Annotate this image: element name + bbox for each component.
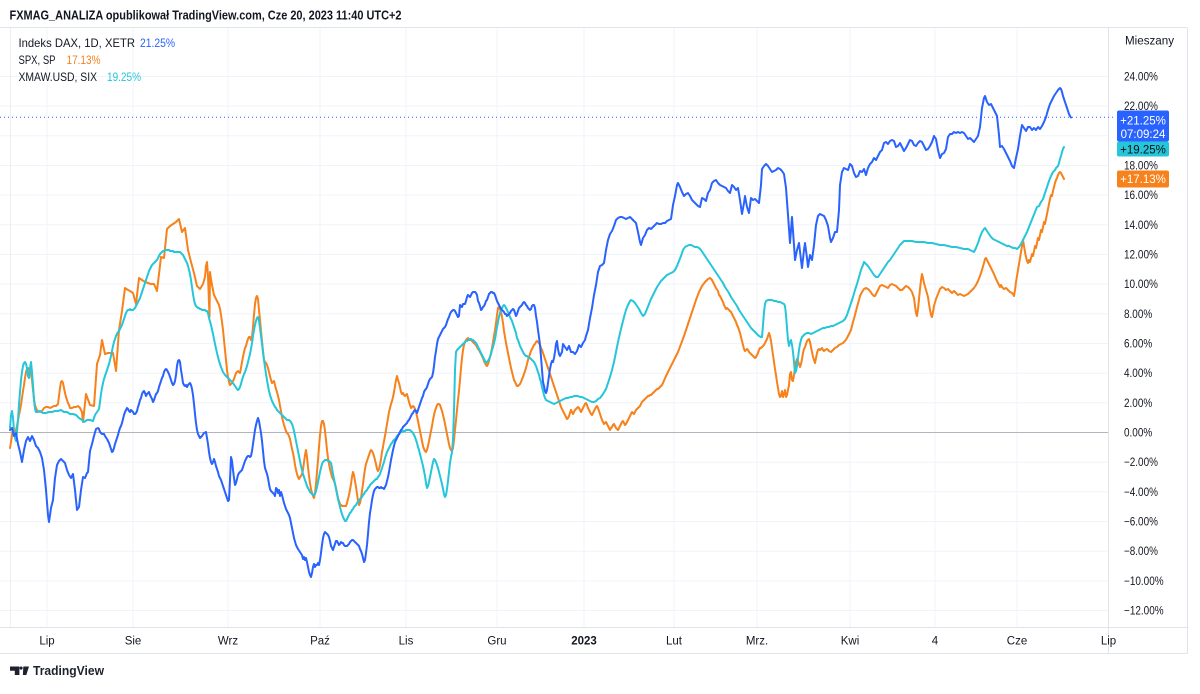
- svg-text:SPX, SP: SPX, SP: [19, 53, 56, 67]
- svg-text:−6.00%: −6.00%: [1124, 517, 1158, 529]
- svg-text:17.13%: 17.13%: [67, 53, 101, 67]
- svg-text:0.00%: 0.00%: [1124, 428, 1152, 440]
- svg-text:12.00%: 12.00%: [1124, 250, 1158, 262]
- svg-text:Mieszany: Mieszany: [1125, 36, 1174, 48]
- svg-text:+21.25%: +21.25%: [1120, 116, 1166, 128]
- svg-text:Indeks DAX, 1D, XETR: Indeks DAX, 1D, XETR: [19, 36, 136, 50]
- svg-text:Mrz.: Mrz.: [746, 636, 768, 648]
- svg-text:Kwi: Kwi: [841, 636, 860, 648]
- svg-text:22.00%: 22.00%: [1124, 101, 1158, 113]
- svg-text:8.00%: 8.00%: [1124, 309, 1152, 321]
- svg-text:Lis: Lis: [399, 636, 414, 648]
- svg-text:07:09:24: 07:09:24: [1121, 129, 1166, 141]
- svg-text:−10.00%: −10.00%: [1124, 576, 1164, 588]
- svg-text:24.00%: 24.00%: [1124, 72, 1158, 84]
- svg-text:Cze: Cze: [1007, 636, 1027, 648]
- svg-text:Wrz: Wrz: [218, 636, 238, 648]
- svg-text:Lip: Lip: [39, 636, 54, 648]
- svg-text:+19.25%: +19.25%: [1120, 145, 1166, 157]
- svg-text:Paź: Paź: [310, 636, 330, 648]
- svg-text:4.00%: 4.00%: [1124, 368, 1152, 380]
- svg-text:16.00%: 16.00%: [1124, 190, 1158, 202]
- svg-text:Sie: Sie: [125, 636, 142, 648]
- svg-text:Lip: Lip: [1101, 636, 1116, 648]
- svg-text:21.25%: 21.25%: [140, 36, 175, 50]
- svg-text:TradingView: TradingView: [33, 663, 104, 678]
- svg-text:Gru: Gru: [487, 636, 506, 648]
- svg-text:18.00%: 18.00%: [1124, 161, 1158, 173]
- svg-text:−8.00%: −8.00%: [1124, 546, 1158, 558]
- svg-text:2023: 2023: [571, 636, 597, 648]
- svg-text:−2.00%: −2.00%: [1124, 457, 1158, 469]
- svg-text:19.25%: 19.25%: [107, 70, 141, 84]
- svg-text:FXMAG_ANALIZA opublikował Trad: FXMAG_ANALIZA opublikował TradingView.co…: [10, 9, 402, 23]
- svg-text:2.00%: 2.00%: [1124, 398, 1152, 410]
- svg-text:10.00%: 10.00%: [1124, 279, 1158, 291]
- svg-text:14.00%: 14.00%: [1124, 220, 1158, 232]
- svg-text:−4.00%: −4.00%: [1124, 487, 1158, 499]
- svg-text:4: 4: [932, 636, 939, 648]
- svg-text:XMAW.USD, SIX: XMAW.USD, SIX: [19, 70, 98, 84]
- svg-text:Lut: Lut: [666, 636, 683, 648]
- svg-text:6.00%: 6.00%: [1124, 339, 1152, 351]
- svg-text:−12.00%: −12.00%: [1124, 606, 1164, 618]
- svg-text:+17.13%: +17.13%: [1120, 174, 1166, 186]
